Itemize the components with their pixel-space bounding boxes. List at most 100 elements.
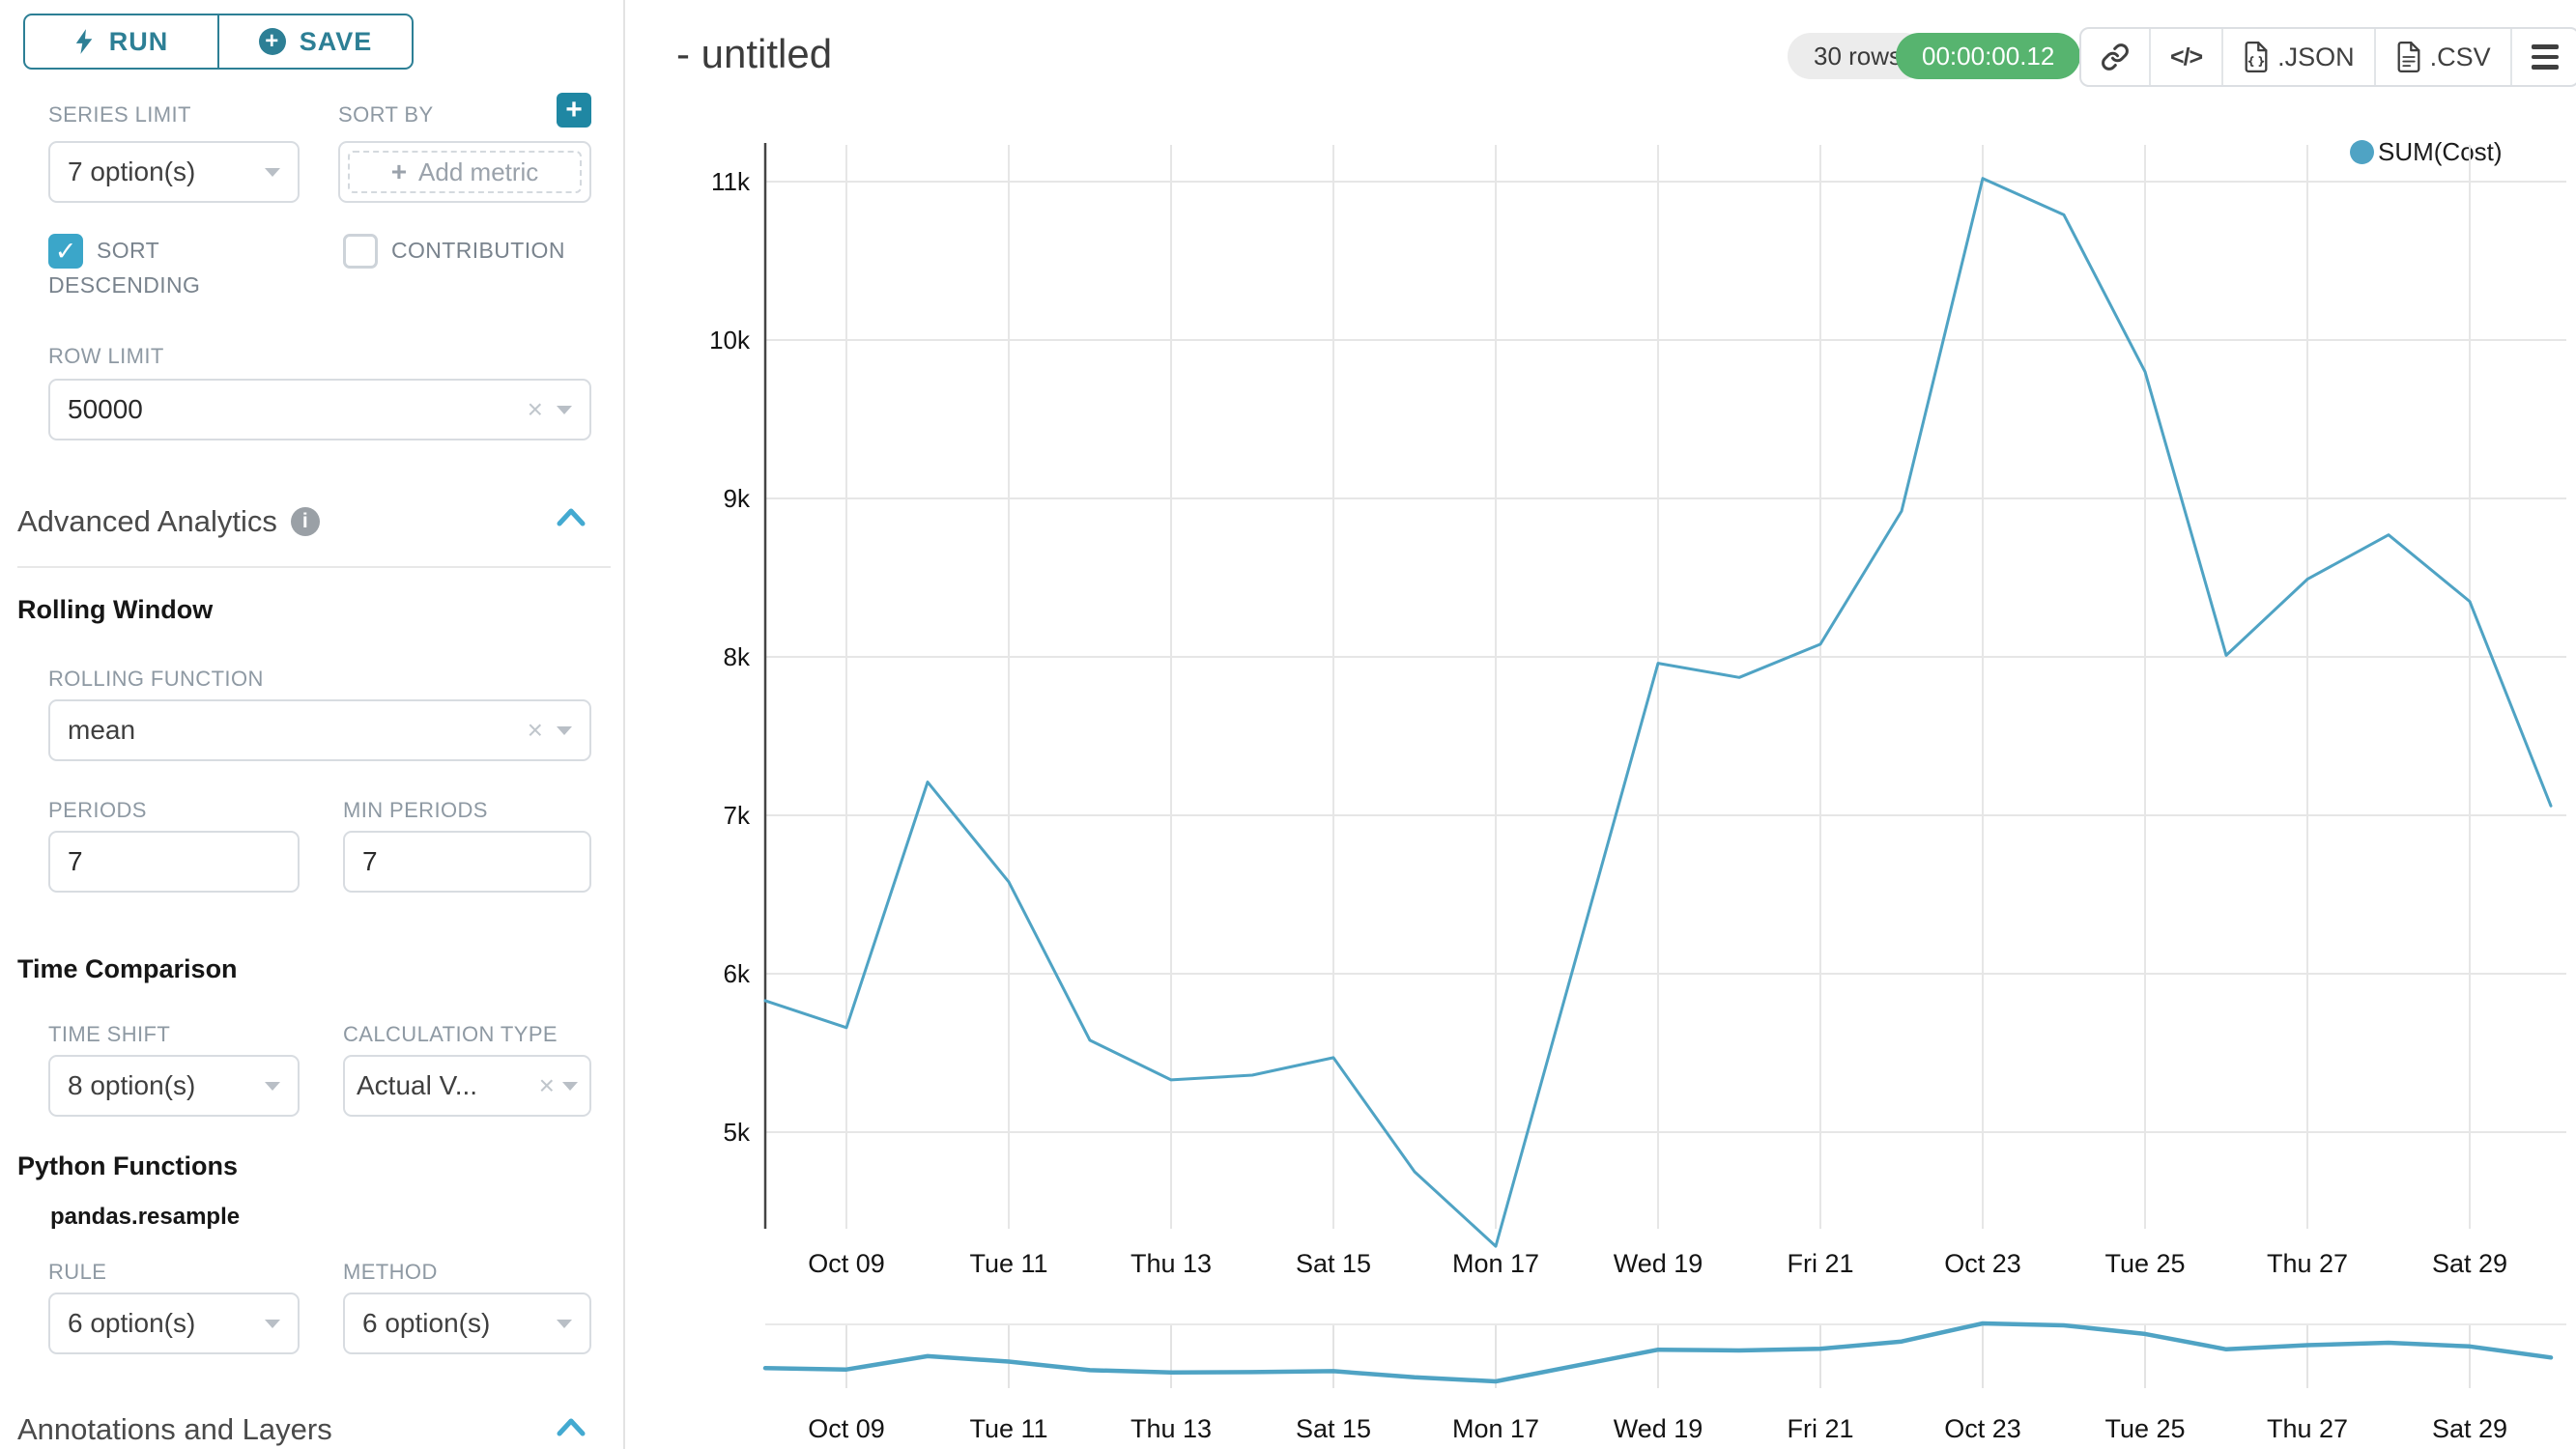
run-button[interactable]: RUN	[25, 15, 217, 68]
series-limit-select[interactable]: 7 option(s)	[48, 141, 300, 203]
method-label: METHOD	[343, 1260, 438, 1284]
add-sort-metric-button[interactable]: +	[557, 93, 591, 128]
caret-down-icon	[557, 725, 572, 735]
chart-svg[interactable]: 11k 10k 9k 8k 7k 6k 5k Oct 09 Oct 09 Tue 11 Tue 11…	[623, 0, 2576, 1449]
calculation-type-select[interactable]: Actual V... ×	[343, 1055, 591, 1117]
rolling-function-select[interactable]: mean ×	[48, 699, 591, 761]
pandas-resample-label: pandas.resample	[50, 1204, 241, 1230]
annotations-header[interactable]: Annotations and Layers	[17, 1412, 332, 1447]
x-tick-label: Mon 17	[1452, 1249, 1539, 1278]
add-metric-dropzone[interactable]: + Add metric	[348, 151, 582, 193]
calculation-type-label: CALCULATION TYPE	[343, 1022, 558, 1046]
contribution-label: CONTRIBUTION	[391, 238, 565, 263]
run-save-button-group: RUN + SAVE	[23, 14, 414, 70]
info-icon[interactable]: i	[290, 507, 320, 536]
python-functions-title: Python Functions	[17, 1151, 238, 1180]
time-shift-label: TIME SHIFT	[48, 1022, 171, 1046]
rule-label: RULE	[48, 1260, 107, 1284]
query-panel: RUN + SAVE SERIES LIMIT SORT BY + 7 opti…	[0, 0, 623, 1449]
minimap-tick-label: Oct 09	[808, 1414, 885, 1443]
y-tick-label: 7k	[724, 801, 751, 830]
export-json-label: .JSON	[2277, 42, 2355, 71]
x-tick-label: Wed 19	[1614, 1249, 1703, 1278]
sort-by-control[interactable]: + Add metric	[338, 141, 591, 203]
x-tick-label: Oct 09	[808, 1249, 885, 1278]
panel-divider	[623, 0, 625, 1449]
clear-icon[interactable]: ×	[527, 394, 543, 424]
periods-input[interactable]: 7	[48, 831, 300, 893]
legend-item[interactable]: SUM(Cost)	[2350, 137, 2503, 167]
x-tick-label: Fri 21	[1787, 1249, 1853, 1278]
chart-menu-button[interactable]	[2509, 29, 2576, 85]
minimap-tick-label: Wed 19	[1614, 1414, 1703, 1443]
y-tick-label: 8k	[724, 642, 751, 671]
calculation-type-value: Actual V...	[357, 1070, 478, 1100]
time-shift-value: 8 option(s)	[68, 1070, 196, 1100]
series-limit-value: 7 option(s)	[68, 156, 196, 186]
y-tick-label: 5k	[724, 1118, 751, 1147]
run-button-label: RUN	[108, 26, 169, 56]
bolt-icon	[75, 29, 93, 54]
minimap-tick-label: Oct 23	[1944, 1414, 2021, 1443]
minimap-tick-label: Tue 11	[969, 1414, 1047, 1443]
clear-icon[interactable]: ×	[538, 1070, 555, 1100]
contribution-checkbox-row[interactable]: CONTRIBUTION	[343, 234, 614, 269]
export-json-button[interactable]: .JSON	[2221, 29, 2374, 85]
x-tick-label: Thu 27	[2267, 1249, 2348, 1278]
plus-icon: +	[390, 156, 408, 186]
sort-descending-label: SORT DESCENDING	[48, 238, 201, 298]
y-tick-label: 9k	[724, 484, 751, 513]
save-button[interactable]: + SAVE	[217, 15, 412, 68]
save-button-label: SAVE	[299, 26, 373, 56]
advanced-analytics-header[interactable]: Advanced Analytics i	[17, 504, 320, 539]
caret-down-icon	[265, 1081, 280, 1091]
section-divider	[17, 566, 611, 568]
chevron-up-icon[interactable]	[555, 1416, 587, 1439]
x-tick-label: Tue 11	[969, 1249, 1047, 1278]
link-icon	[2102, 43, 2129, 71]
minimap-tick-label: Sat 15	[1296, 1414, 1371, 1443]
export-csv-label: .CSV	[2429, 42, 2491, 71]
periods-label: PERIODS	[48, 798, 147, 822]
x-tick-label: Sat 15	[1296, 1249, 1371, 1278]
export-toolbar: </> .JSON .CSV	[2079, 27, 2576, 87]
minimap-series-line[interactable]	[762, 1321, 2554, 1384]
row-limit-label: ROW LIMIT	[48, 344, 164, 368]
sort-descending-checkbox[interactable]: ✓	[48, 234, 83, 269]
rule-value: 6 option(s)	[68, 1308, 196, 1338]
minimap-tick-label: Fri 21	[1787, 1414, 1853, 1443]
x-tick-label: Tue 25	[2104, 1249, 2185, 1278]
plus-icon: +	[565, 94, 583, 126]
minimap-tick-label: Thu 27	[2267, 1414, 2348, 1443]
y-tick-label: 11k	[711, 167, 751, 196]
export-csv-button[interactable]: .CSV	[2373, 29, 2510, 85]
share-link-button[interactable]	[2081, 29, 2149, 85]
legend-label: SUM(Cost)	[2378, 137, 2503, 166]
time-shift-select[interactable]: 8 option(s)	[48, 1055, 300, 1117]
series-line-sum-cost[interactable]	[763, 177, 2553, 1248]
row-limit-value: 50000	[68, 394, 143, 424]
chevron-up-icon[interactable]	[555, 506, 587, 529]
minimap-tick-label: Sat 29	[2432, 1414, 2507, 1443]
clear-icon[interactable]: ×	[527, 715, 543, 745]
file-json-icon	[2245, 42, 2268, 72]
caret-down-icon	[562, 1081, 578, 1091]
chart-title[interactable]: - untitled	[676, 31, 833, 76]
sort-by-label: SORT BY	[338, 102, 434, 127]
method-select[interactable]: 6 option(s)	[343, 1293, 591, 1354]
sort-descending-checkbox-row[interactable]: ✓ SORT DESCENDING	[48, 234, 266, 301]
x-tick-label: Thu 13	[1131, 1249, 1212, 1278]
menu-icon	[2531, 44, 2559, 70]
caret-down-icon	[557, 1319, 572, 1328]
rule-select[interactable]: 6 option(s)	[48, 1293, 300, 1354]
x-tick-label: Sat 29	[2432, 1249, 2507, 1278]
row-limit-select[interactable]: 50000 ×	[48, 379, 591, 440]
code-icon: </>	[2170, 43, 2203, 71]
caret-down-icon	[265, 167, 280, 177]
min-periods-input[interactable]: 7	[343, 831, 591, 893]
time-comparison-title: Time Comparison	[17, 954, 238, 983]
minimap-tick-label: Thu 13	[1131, 1414, 1212, 1443]
contribution-checkbox[interactable]	[343, 234, 378, 269]
rolling-function-label: ROLLING FUNCTION	[48, 667, 264, 691]
view-query-button[interactable]: </>	[2149, 29, 2221, 85]
